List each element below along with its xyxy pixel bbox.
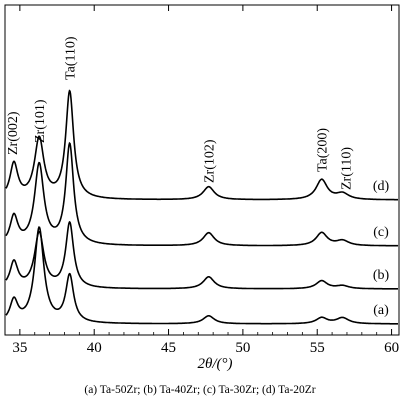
x-ticks: 35 40 45 50 55 60	[4, 5, 399, 356]
figure-caption: (a) Ta-50Zr; (b) Ta-40Zr; (c) Ta-30Zr; (…	[84, 384, 316, 396]
series-line-c	[5, 141, 399, 247]
peak-annotation-4: Ta(200)	[316, 128, 331, 172]
x-tick-label-35: 35	[12, 340, 27, 356]
series-label-b: (b)	[373, 268, 390, 283]
x-axis-label: 2θ/(°)	[197, 356, 232, 372]
x-tick-label-55: 55	[310, 340, 325, 356]
series-line-d	[5, 89, 398, 201]
peak-annotation-3: Zr(102)	[203, 139, 218, 183]
x-tick-label-60: 60	[384, 340, 399, 356]
peak-annotations: Zr(002) Zr(101) Ta(110) Zr(102) Ta(200) Zr(11…	[6, 36, 355, 190]
plot-frame	[4, 4, 400, 336]
xrd-chart: (a) (b) (c) (d) 35 40 45 50 55 60 Zr(002) Zr(101)…	[4, 4, 400, 372]
peak-annotation-2: Ta(110)	[64, 36, 79, 80]
peak-annotation-5: Zr(110)	[340, 147, 355, 190]
x-tick-label-45: 45	[161, 340, 176, 356]
peak-annotation-1: Zr(101)	[33, 99, 48, 143]
series-line-b	[5, 220, 398, 290]
series-label-c: (c)	[373, 225, 389, 240]
series-layer: (a) (b) (c) (d)	[5, 89, 399, 325]
x-tick-label-40: 40	[87, 340, 102, 356]
peak-annotation-0: Zr(002)	[6, 111, 21, 155]
x-tick-label-50: 50	[235, 340, 250, 356]
series-label-d: (d)	[373, 179, 390, 194]
series-label-a: (a)	[373, 303, 389, 318]
series-line-a	[5, 226, 398, 325]
